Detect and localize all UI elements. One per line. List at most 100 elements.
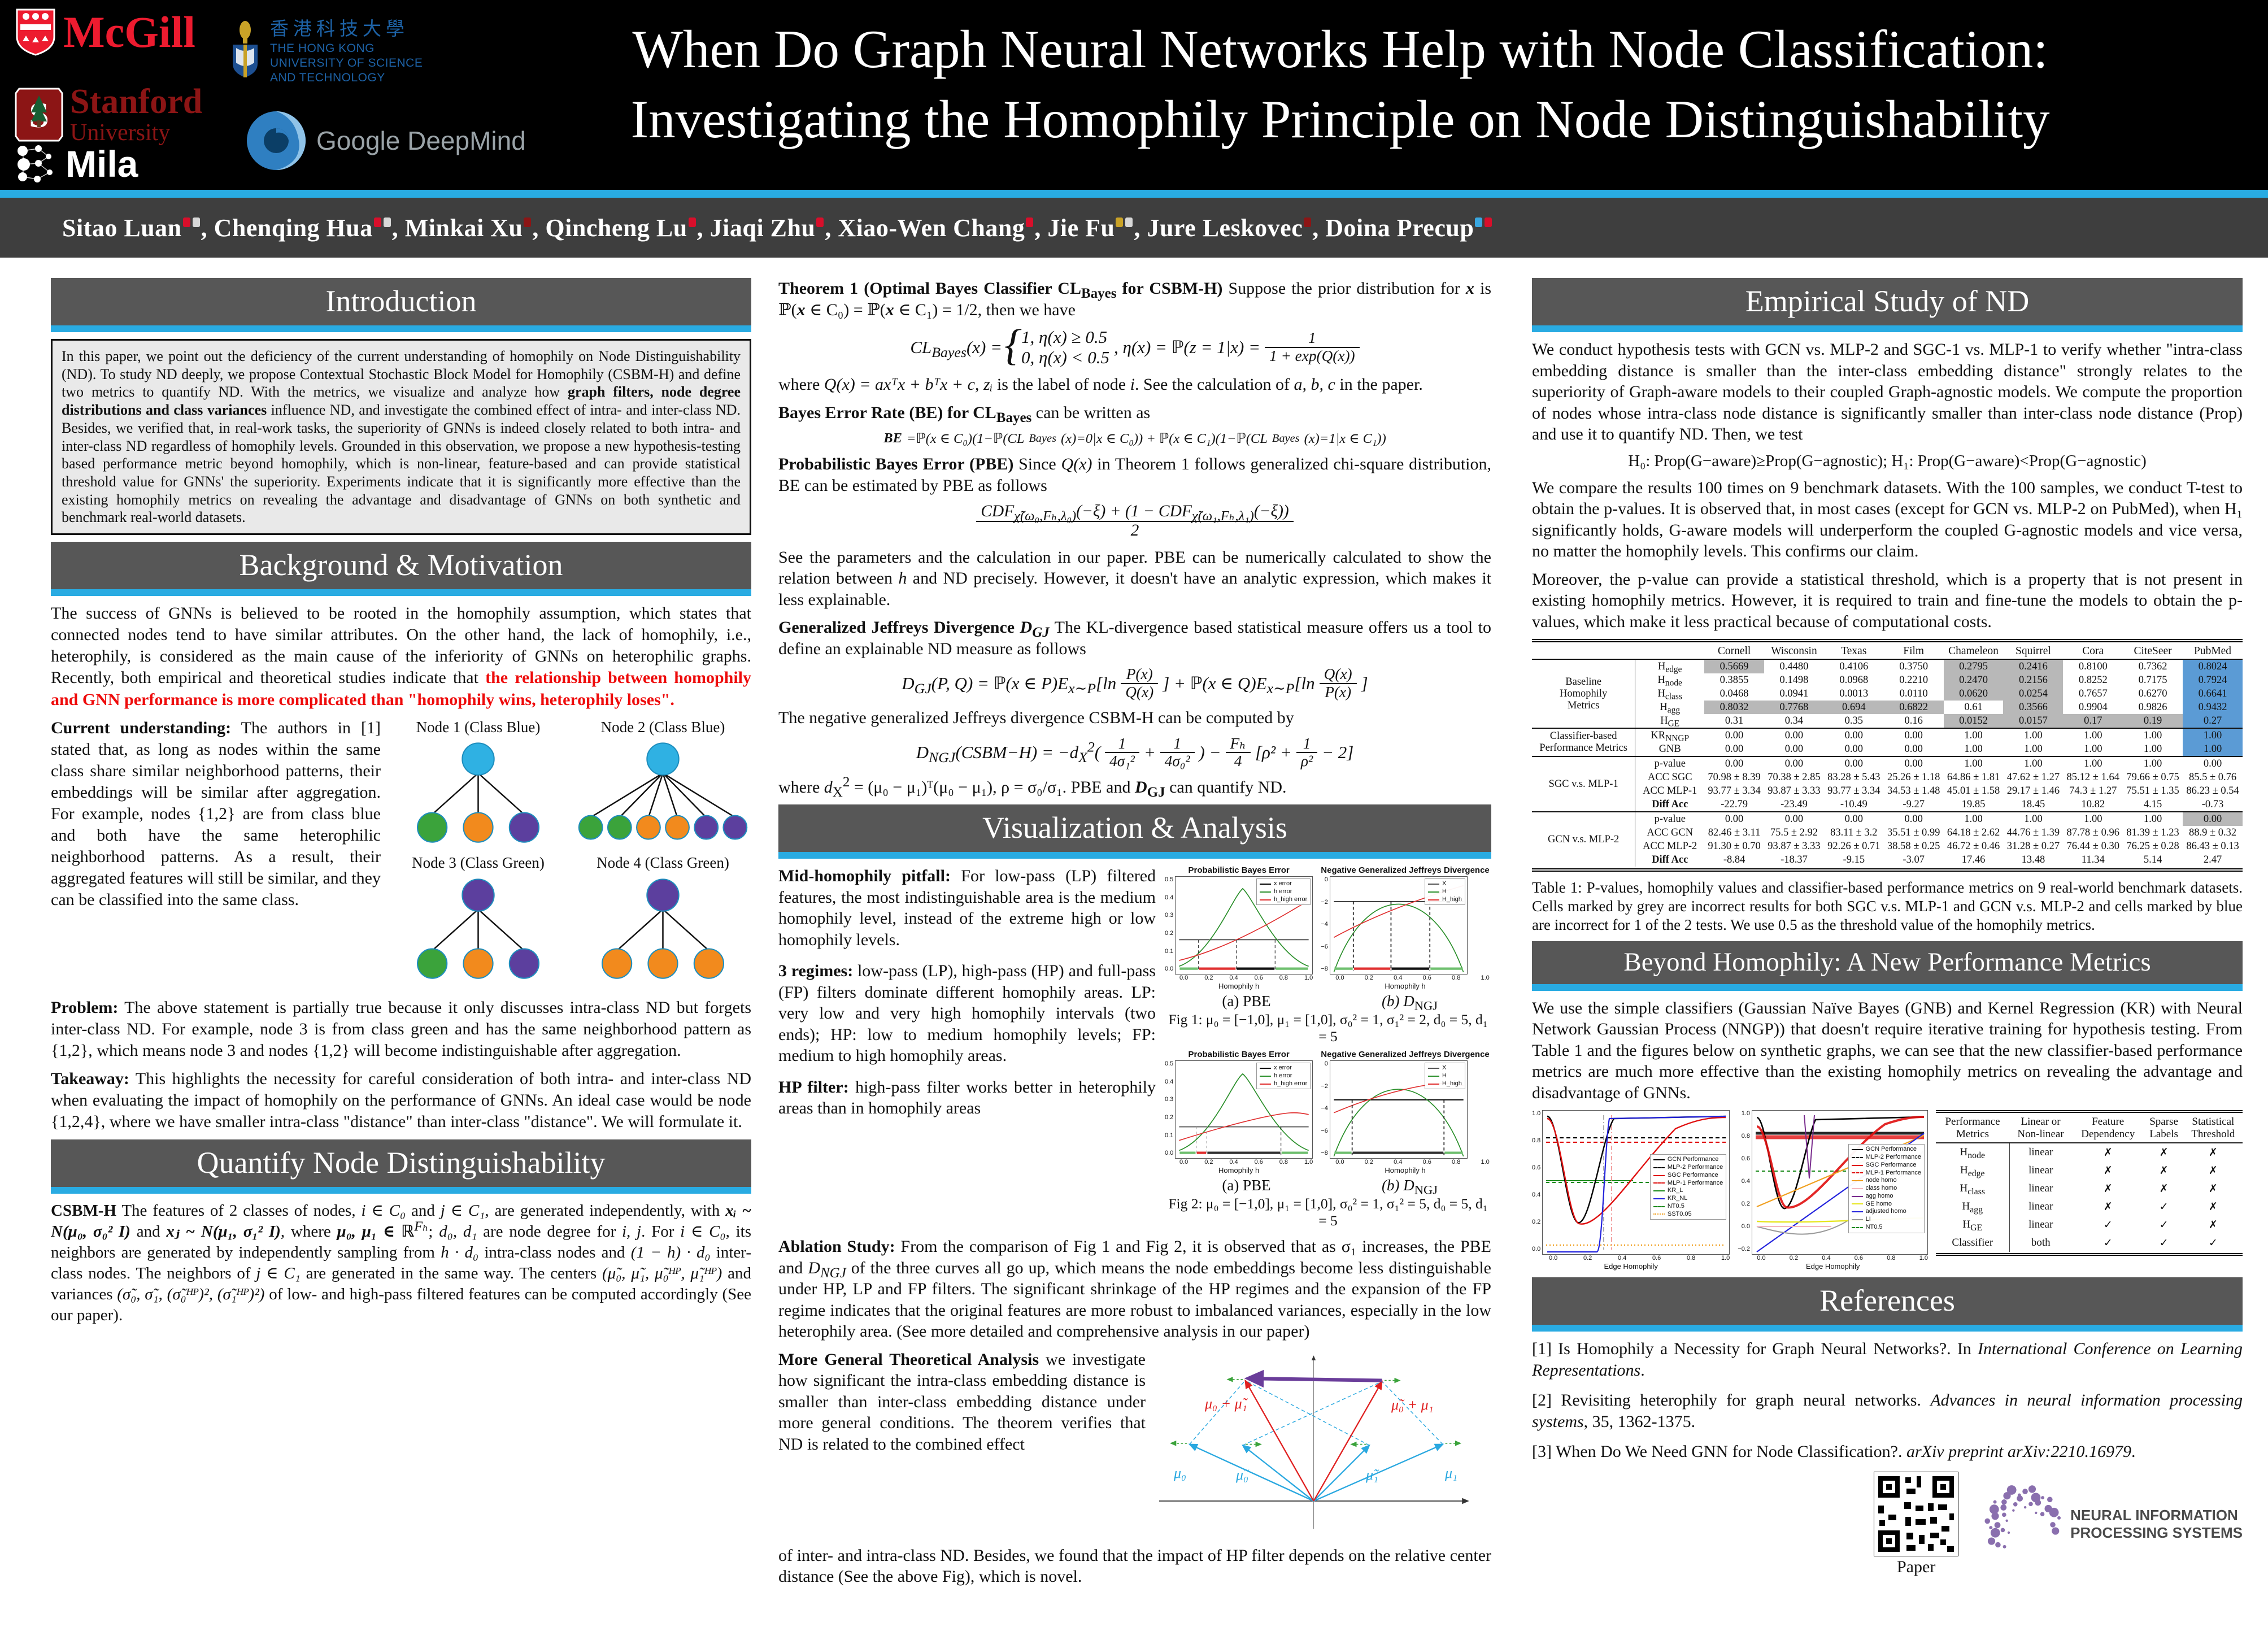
x-axis-ticks: 0.0 0.2 0.4 0.6 0.8 1.0: [1335, 1159, 1490, 1166]
reference-1: [1] Is Homophily a Necessity for Graph N…: [1532, 1339, 2243, 1380]
hkust-crest-icon: [233, 21, 258, 77]
metric-label: ACC MLP-2: [1643, 840, 1697, 852]
y-axis-ticks: 0.5 0.4 0.3 0.2 0.1 0.0: [1165, 1060, 1174, 1157]
table-cell: 0.0254: [2003, 687, 2064, 701]
table-cell: linear: [2028, 1219, 2053, 1231]
empirical-paragraph-1: We conduct hypothesis tests with GCN vs.…: [1532, 340, 2243, 443]
stanford-affiliation-icon: [524, 217, 532, 227]
legend-entry: H_high: [1427, 1080, 1462, 1088]
label-sum-right: μ̃₀ + μ₁: [1391, 1396, 1434, 1413]
neighborhood-tree: Node 1 (Class Blue): [390, 717, 567, 851]
table-cell: -9.15: [1843, 854, 1865, 865]
fig2-plots: Probabilistic Bayes Error 0.5 0.4 0.3 0.2 0.…: [1165, 1050, 1491, 1174]
mcgill-affiliation-icon: [1026, 217, 1034, 227]
legend-swatch: [1851, 1172, 1863, 1174]
x-axis-label: Homophily h: [1218, 982, 1260, 991]
table-cell: 1.00: [2003, 811, 2064, 826]
table-cell: 0.2795: [1943, 659, 2004, 673]
table-cell: 2.47: [2203, 854, 2222, 865]
table-cell: 0.00: [2183, 811, 2243, 826]
table-cell: ✗: [2208, 1200, 2218, 1213]
formula-fraction: 1 1 + exp(Q(x)): [1265, 329, 1360, 364]
metric-label: p-value: [1635, 811, 1705, 826]
table-cell: 0.0620: [1943, 687, 2004, 701]
legend-swatch: [1851, 1195, 1863, 1197]
legend-swatch: [1851, 1164, 1863, 1166]
table-cell: 0.00: [1725, 743, 1744, 755]
table-cell: 0.16: [1904, 715, 1923, 727]
metrics-column-header: Performance Metrics: [1936, 1114, 2010, 1144]
middle-column: Theorem 1 (Optimal Bayes Classifier CLBa…: [778, 278, 1491, 1622]
fig1-ngj-plot: Negative Generalized Jeffreys Divergence…: [1321, 865, 1489, 990]
current-understanding-block: Node 1 (Class Blue) Node 2 (Class Blue) No…: [51, 717, 751, 990]
performance-chart-right: 1.0 0.8 0.6 0.4 0.2 0.0 −0.2: [1738, 1110, 1929, 1271]
fig1-pbe-legend: x error h error h_high error: [1256, 878, 1311, 906]
section-header-references: References: [1532, 1277, 2243, 1332]
table-cell: 1.00: [2063, 756, 2123, 771]
metric-label: ACC SGC: [1647, 771, 1692, 783]
legend-entry: agg homo: [1851, 1193, 1921, 1200]
footer-logos: Paper NEURAL INFORMATION PROCESSING SYST…: [1532, 1471, 2243, 1577]
legend-entry: h_high error: [1259, 896, 1307, 904]
table-cell: 25.26 ± 1.18: [1887, 771, 1940, 783]
table-cell: 1.00: [2003, 728, 2064, 742]
regimes-paragraph: 3 regimes: low-pass (LP), high-pass (HP)…: [778, 962, 1156, 1065]
ngjd-intro: The negative generalized Jeffreys diverg…: [778, 708, 1294, 728]
metric-label: HGE: [1660, 715, 1680, 729]
table-cell: 87.78 ± 0.96: [2066, 826, 2119, 838]
hkust-logo: 香港科技大學 THE HONG KONG UNIVERSITY OF SCIEN…: [227, 14, 423, 85]
legend-swatch: [1259, 1083, 1271, 1085]
table-cell: 19.85: [1961, 798, 1986, 810]
pbe-paragraph: Probabilistic Bayes Error (PBE) Since Q(…: [778, 455, 1491, 495]
table-cell: 1.00: [2063, 811, 2123, 826]
table-cell: 0.7657: [2078, 688, 2108, 699]
table-cell: ✓: [2159, 1219, 2169, 1231]
table-cell: 0.6641: [2183, 687, 2243, 701]
table-cell: 0.00: [1823, 811, 1884, 826]
label-mu0-tilde: μ̃₀: [1236, 1466, 1249, 1483]
table-cell: -8.84: [1723, 854, 1745, 865]
fig2-pbe-plot: Probabilistic Bayes Error 0.5 0.4 0.3 0.2 0.…: [1165, 1050, 1313, 1174]
table-cell: 0.8252: [2078, 674, 2108, 686]
empirical-paragraph-2: We compare the results 100 times on 9 be…: [1532, 478, 2243, 561]
legend-swatch: [1851, 1149, 1863, 1151]
left-column: Introduction In this paper, we point out…: [51, 278, 751, 1622]
background-paragraph: The success of GNNs is believed to be ro…: [51, 604, 751, 709]
qr-code-icon: [1874, 1471, 1959, 1556]
table-cell: 0.3750: [1899, 660, 1929, 672]
mila-affiliation-icon: [192, 217, 200, 227]
table-cell: 0.4480: [1779, 660, 1809, 672]
empirical-paragraph-3: Moreover, the p-value can provide a stat…: [1532, 569, 2243, 631]
fig1-pbe-title: Probabilistic Bayes Error: [1188, 865, 1290, 876]
references-list: [1] Is Homophily a Necessity for Graph N…: [1532, 1338, 2243, 1463]
table-cell: 64.86 ± 1.81: [1947, 771, 2000, 783]
x-axis-ticks: 0.0 0.2 0.4 0.6 0.8 1.0: [1335, 975, 1490, 982]
table-cell: 0.61: [1964, 701, 1983, 713]
table-cell: 0.00: [1883, 811, 1944, 826]
table-cell: 1.00: [1943, 811, 2004, 826]
x-axis-label: Homophily h: [1385, 1166, 1426, 1175]
hkust-logo-en1: THE HONG KONG: [270, 42, 375, 55]
mila-logo-text: Mila: [66, 143, 138, 185]
reference-3: [3] When Do We Need GNN for Node Classif…: [1532, 1442, 2136, 1461]
mila-affiliation-icon: [383, 217, 391, 227]
fig1-ngj-legend: X H H_high: [1424, 878, 1465, 906]
author-name: Qincheng Lu: [545, 214, 687, 242]
mcgill-shield-icon: [16, 8, 55, 56]
metric-label: GNB: [1658, 743, 1681, 755]
paper-qr-label: Paper: [1897, 1557, 1936, 1576]
stanford-logo-text: Stanford: [70, 82, 203, 121]
gjd-formula: DGJ(P, Q) = ℙ(x ∈ P)Ex∼P[ln P(x) Q(x) ] +…: [902, 665, 1368, 701]
metrics-column-header: Linear or Non-linear: [2009, 1114, 2073, 1144]
problem-paragraph: Problem: The above statement is partiall…: [51, 998, 751, 1060]
mcgill-affiliation-icon: [182, 217, 190, 227]
dataset-column-header: Texas: [1823, 644, 1884, 660]
formula-mid: , η(x) = ℙ(z = 1|x) =: [1113, 337, 1261, 357]
table-cell: -10.49: [1840, 798, 1867, 810]
table-cell: 0.00: [1764, 756, 1824, 771]
table-cell: 93.77 ± 3.34: [1708, 785, 1761, 797]
legend-entry: H_high: [1427, 896, 1462, 904]
table-cell: 38.58 ± 0.25: [1887, 840, 1940, 852]
section-header-empirical: Empirical Study of ND: [1532, 278, 2243, 332]
poster-title: When Do Graph Neural Networks Help with …: [435, 15, 2245, 154]
